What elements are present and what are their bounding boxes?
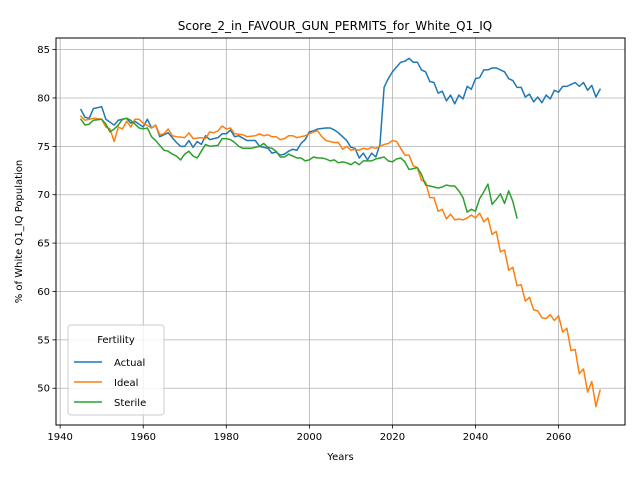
x-axis-title: Years	[326, 452, 353, 463]
chart-title: Score_2_in_FAVOUR_GUN_PERMITS_for_White_…	[178, 19, 493, 33]
x-axis: 1940 1960 1980 2000 2020 2040 2060	[47, 425, 571, 443]
x-tick-label: 2060	[546, 432, 571, 443]
y-tick-label: 55	[37, 335, 50, 346]
x-tick-label: 2040	[463, 432, 488, 443]
x-tick-label: 1960	[130, 432, 155, 443]
y-tick-label: 60	[37, 287, 50, 298]
legend-label-actual: Actual	[114, 358, 145, 369]
legend: Fertility Actual Ideal Sterile	[67, 324, 165, 416]
series-line-sterile	[79, 117, 518, 219]
x-tick-label: 2000	[297, 432, 322, 443]
x-tick-label: 1980	[214, 432, 239, 443]
series-layer	[79, 57, 602, 408]
y-tick-label: 50	[37, 384, 50, 395]
y-axis: 50 55 60 65 70 75 80 85	[37, 45, 56, 395]
legend-entries: Actual Ideal Sterile	[74, 358, 146, 409]
x-tick-label: 1940	[47, 432, 72, 443]
x-tick-label: 2020	[380, 432, 405, 443]
series-line-ideal	[79, 115, 601, 408]
series-line-actual	[79, 57, 602, 161]
y-tick-label: 65	[37, 239, 50, 250]
y-tick-label: 80	[37, 93, 50, 104]
y-tick-label: 70	[37, 190, 50, 201]
y-axis-title: % of White Q1_IQ Population	[14, 160, 25, 304]
y-tick-label: 85	[37, 45, 50, 56]
y-tick-label: 75	[37, 142, 50, 153]
legend-label-ideal: Ideal	[114, 378, 138, 389]
legend-box	[67, 324, 165, 416]
legend-label-sterile: Sterile	[114, 398, 146, 409]
plot-frame	[55, 37, 626, 426]
legend-title: Fertility	[97, 335, 135, 346]
